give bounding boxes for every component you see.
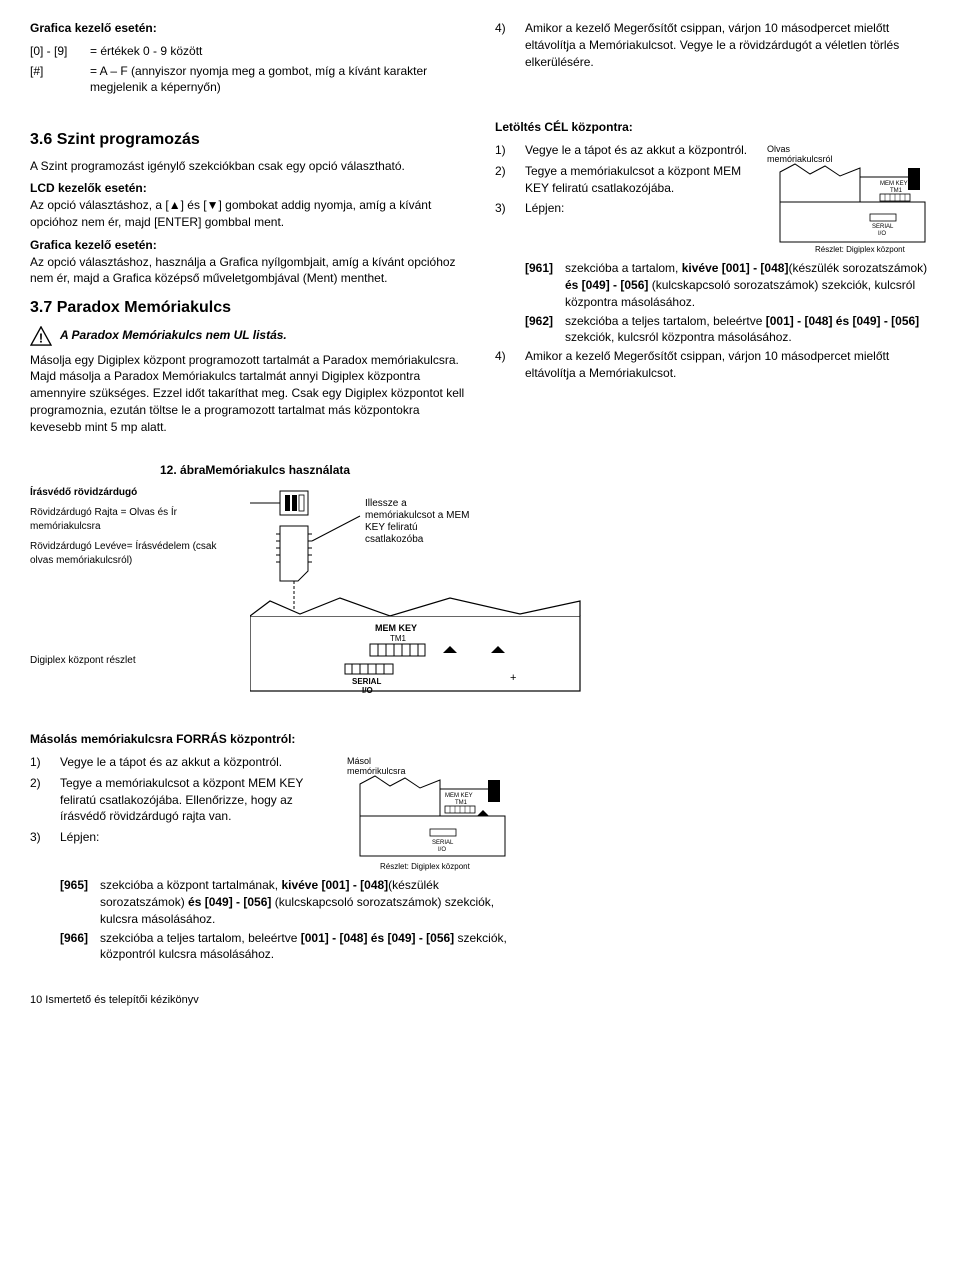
- dl-n3: 3): [495, 200, 525, 217]
- download-sub-961-962: [961]szekcióba a tartalom, kivéve [001] …: [495, 260, 930, 346]
- dl-diag-caption: Részlet: Digiplex központ: [815, 245, 906, 254]
- sec37-title: 3.7 Paradox Memóriakulcs: [30, 297, 465, 319]
- download-steps-1-3: 1)Vegye le a tápot és az akkut a központ…: [495, 142, 755, 260]
- graf-text: Az opció választáshoz, használja a Grafi…: [30, 255, 456, 286]
- copy-source-steps: 1)Vegye le a tápot és az akkut a központ…: [30, 754, 330, 877]
- svg-text:csatlakozóba: csatlakozóba: [365, 534, 424, 545]
- cs-t965: szekcióba a központ tartalmának, kivéve …: [100, 877, 510, 927]
- left-column: 3.6 Szint programozás A Szint programozá…: [30, 119, 465, 441]
- warning-text: A Paradox Memóriakulcs nem UL listás.: [60, 327, 287, 344]
- dl-diag-top1: Olvas: [767, 144, 791, 154]
- cs-t3: Lépjen:: [60, 829, 330, 846]
- lcd-title: LCD kezelők esetén:: [30, 181, 147, 195]
- cs-k965: [965]: [60, 877, 100, 927]
- cs-n3: 3): [30, 829, 60, 846]
- svg-text:I/O: I/O: [362, 686, 373, 695]
- sec37-p1: Másolja egy Digiplex központ programozot…: [30, 352, 465, 436]
- dl-t961: szekcióba a tartalom, kivéve [001] - [04…: [565, 260, 930, 310]
- copy-source-sub: [965]szekcióba a központ tartalmának, ki…: [30, 877, 510, 963]
- top-left-block: Grafica kezelő esetén: [0] - [9] = érték…: [30, 20, 465, 99]
- dl-k961: [961]: [525, 260, 565, 310]
- fig12-left-labels: Írásvédő rövidzárdugó Rövidzárdugó Rajta…: [30, 486, 230, 674]
- svg-text:KEY feliratú: KEY feliratú: [365, 522, 418, 533]
- fig12-left-title: Írásvédő rövidzárdugó: [30, 486, 230, 500]
- cs-t2: Tegye a memóriakulcsot a központ MEM KEY…: [60, 775, 330, 825]
- grafica-title: Grafica kezelő esetén:: [30, 20, 465, 37]
- dl-t1: Vegye le a tápot és az akkut a központró…: [525, 142, 755, 159]
- svg-text:Másol: Másol: [347, 756, 371, 766]
- cs-t1: Vegye le a tápot és az akkut a központró…: [60, 754, 330, 771]
- graf-block: Grafica kezelő esetén: Az opció választá…: [30, 237, 465, 287]
- svg-text:SERIAL: SERIAL: [432, 840, 454, 846]
- dl-k962: [962]: [525, 313, 565, 347]
- top-row: Grafica kezelő esetén: [0] - [9] = érték…: [30, 20, 930, 99]
- key-0-9: [0] - [9]: [30, 43, 90, 60]
- key-hash: [#]: [30, 63, 90, 97]
- top-right-text: Amikor a kezelő Megerősítőt csippan, vár…: [525, 20, 930, 70]
- svg-text:MEM KEY: MEM KEY: [375, 623, 417, 633]
- svg-text:Részlet: Digiplex központ: Részlet: Digiplex központ: [380, 862, 471, 871]
- fig12-bottom-left: Digiplex központ részlet: [30, 654, 230, 668]
- cs-n2: 2): [30, 775, 60, 825]
- download-row-with-diagram: 1)Vegye le a tápot és az akkut a központ…: [495, 142, 930, 260]
- svg-text:!: !: [39, 330, 43, 345]
- lcd-text: Az opció választáshoz, a [▲] és [▼] gomb…: [30, 198, 431, 229]
- row-hash: [#] = A – F (annyiszor nyomja meg a gomb…: [30, 63, 465, 97]
- top-right-num: 4): [495, 20, 525, 70]
- fig12-left-1: Rövidzárdugó Rajta = Olvas és Ír memória…: [30, 506, 230, 534]
- svg-text:Illessze a: Illessze a: [365, 498, 407, 509]
- dl-t962: szekcióba a teljes tartalom, beleértve […: [565, 313, 930, 347]
- warning-row: ! A Paradox Memóriakulcs nem UL listás.: [30, 326, 465, 346]
- sec36-title: 3.6 Szint programozás: [30, 129, 465, 151]
- graf-title: Grafica kezelő esetén:: [30, 238, 157, 252]
- svg-text:I/O: I/O: [438, 847, 446, 853]
- dl-t2: Tegye a memóriakulcsot a központ MEM KEY…: [525, 163, 755, 197]
- cs-t966: szekcióba a teljes tartalom, beleértve […: [100, 930, 510, 964]
- fig12-title: 12. ábraMemóriakulcs használata: [30, 462, 930, 479]
- dl-diag-top2: memóriakulcsról: [767, 154, 833, 164]
- lcd-block: LCD kezelők esetén: Az opció választásho…: [30, 180, 465, 230]
- copy-source-block: 1)Vegye le a tápot és az akkut a központ…: [30, 754, 510, 877]
- svg-text:SERIAL: SERIAL: [872, 224, 894, 230]
- warning-icon: !: [30, 326, 52, 346]
- fig12-left-2: Rövidzárdugó Levéve= Írásvédelem (csak o…: [30, 540, 230, 568]
- svg-text:I/O: I/O: [878, 231, 886, 237]
- svg-text:TM1: TM1: [455, 800, 468, 806]
- download-title: Letöltés CÉL központra:: [495, 119, 930, 136]
- fig12-diagram: Illessze a memóriakulcsot a MEM KEY feli…: [250, 486, 590, 711]
- main-two-col: 3.6 Szint programozás A Szint programozá…: [30, 119, 930, 441]
- page-footer: 10 Ismertető és telepítői kézikönyv: [30, 993, 930, 1008]
- svg-text:MEM KEY: MEM KEY: [445, 793, 473, 799]
- svg-text:SERIAL: SERIAL: [352, 677, 381, 686]
- copy-source-title: Másolás memóriakulcsra FORRÁS központról…: [30, 731, 930, 748]
- dl-t3: Lépjen:: [525, 200, 755, 217]
- dl-n2: 2): [495, 163, 525, 197]
- val-0-9: = értékek 0 - 9 között: [90, 43, 465, 60]
- cs-k966: [966]: [60, 930, 100, 964]
- svg-text:memórikulcsra: memórikulcsra: [347, 766, 406, 776]
- top-right-block: 4) Amikor a kezelő Megerősítőt csippan, …: [495, 20, 930, 99]
- dl-n1: 1): [495, 142, 525, 159]
- svg-text:TM1: TM1: [890, 188, 903, 194]
- right-column: Letöltés CÉL központra: 1)Vegye le a táp…: [495, 119, 930, 441]
- row-0-9: [0] - [9] = értékek 0 - 9 között: [30, 43, 465, 60]
- svg-text:+: +: [510, 672, 516, 684]
- sec36-p1: A Szint programozást igénylő szekciókban…: [30, 158, 465, 175]
- download-diagram: Olvas memóriakulcsról MEM KEY TM1 SERIA: [765, 142, 930, 260]
- dl-t4: Amikor a kezelő Megerősítőt csippan, vár…: [525, 348, 930, 382]
- cs-n1: 1): [30, 754, 60, 771]
- dl-n4: 4): [495, 348, 525, 382]
- svg-text:MEM KEY: MEM KEY: [880, 181, 908, 187]
- copy-source-diagram: Másol memórikulcsra MEM KEY TM1 SERIAL I…: [345, 754, 510, 877]
- svg-text:TM1: TM1: [390, 634, 407, 643]
- svg-text:memóriakulcsot a MEM: memóriakulcsot a MEM: [365, 510, 469, 521]
- val-hash: = A – F (annyiszor nyomja meg a gombot, …: [90, 63, 465, 97]
- fig12-container: Írásvédő rövidzárdugó Rövidzárdugó Rajta…: [30, 486, 930, 711]
